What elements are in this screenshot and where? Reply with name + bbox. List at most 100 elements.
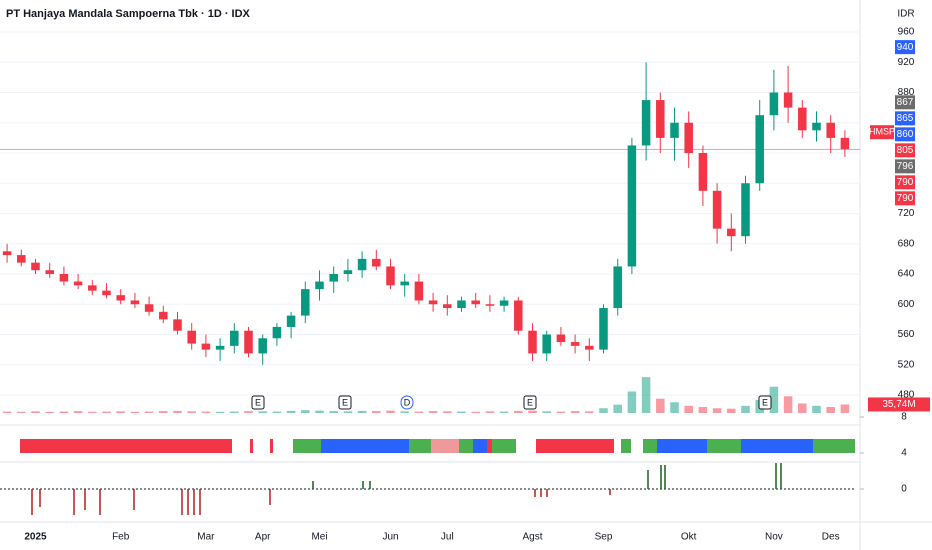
price-tag [895,95,915,110]
volume-bar [215,411,225,413]
x-tick-label: Mar [197,532,215,543]
x-tick-label: Okt [681,532,697,543]
volume-bar [613,404,622,413]
signal-bars [31,489,611,515]
lower-tick-label: 8 [901,412,907,423]
price-tag-label: 790 [897,177,914,188]
volume-bar [428,411,438,413]
candle-body [712,190,722,229]
price-tag-label: 790 [897,193,914,204]
volume-bar [698,407,708,413]
candle-body [599,308,608,350]
volume-bar [556,411,566,413]
price-tag [895,127,915,142]
candle-body [187,330,196,344]
volume-bar [244,411,253,413]
volume-bar [187,411,196,413]
event-marker [251,395,265,410]
volume-bar [286,410,296,413]
volume-bar [783,396,793,413]
y-tick-label: 480 [898,390,915,401]
volume-bar [102,411,111,413]
event-label: E [255,397,261,407]
volume-bar [372,411,381,413]
volume-bar [769,386,779,413]
symbol-tag [870,125,894,140]
y-tick-label: 600 [898,299,915,310]
volume-tag [868,397,930,412]
candle-body [812,122,821,131]
candle-body [443,304,452,309]
volume-bar [59,411,69,413]
candle-body [215,345,225,350]
volume-bar [329,411,338,413]
volume-bar [641,377,651,413]
y-tick-label: 560 [898,329,915,340]
y-tick-label: 880 [898,87,915,98]
volume-bar [599,408,608,413]
volume-bar [471,411,480,413]
volume-bar [17,411,26,413]
candle-body [613,266,622,309]
price-tag-label: 860 [897,129,914,140]
volume-bar [570,411,580,413]
volume-bar [230,411,239,413]
volume-bar [258,411,267,413]
price-tag-label: 805 [897,145,914,156]
price-tag [895,159,915,174]
volume-bar [684,405,693,413]
candle-body [88,285,97,291]
signal-bars [312,463,782,489]
event-label: E [527,397,533,407]
volume-bar [670,402,679,413]
candle-body [357,258,367,271]
volume-bar [485,411,495,413]
volume-bar [201,411,211,413]
lower-tick-label: 0 [901,484,907,495]
x-tick-label: Jun [382,532,398,543]
indicator-strip [20,439,855,453]
candle-body [428,300,438,305]
event-label: E [342,397,348,407]
candle-body [258,338,267,354]
volume-bar [457,411,466,413]
candle-body [585,345,594,350]
candle-body [372,258,381,267]
volume-bar [159,411,168,413]
volume-bar [542,411,551,413]
candle-body [59,274,69,282]
volume-bar [73,411,83,413]
candle-body [102,290,111,296]
candle-body [485,304,495,306]
x-tick-label: Mei [311,532,327,543]
event-marker [758,395,772,410]
candle-body [230,330,239,346]
x-tick-label: Sep [595,532,613,543]
y-tick-label: 720 [898,208,915,219]
currency: IDR [897,9,914,20]
candle-body [826,122,835,138]
volume-bar [528,410,537,413]
candle-body [727,228,736,237]
candle-body [641,100,651,146]
candle-body [159,311,168,320]
price-tag [895,175,915,190]
candle-body [471,300,480,305]
event-marker [523,395,537,410]
candle-body [73,281,83,286]
candle-body [627,145,637,267]
price-tag-label: 867 [897,97,914,108]
volume-bar [130,411,140,413]
candle-body [315,281,324,290]
candle-body [414,281,424,301]
x-tick-label: Apr [255,532,271,543]
candle-body [542,334,551,354]
candle-body [528,330,537,354]
volume-bar [499,411,509,413]
candle-body [670,122,679,138]
candle-body [244,330,253,354]
volume-bar [2,411,12,413]
candle-body [2,251,12,256]
